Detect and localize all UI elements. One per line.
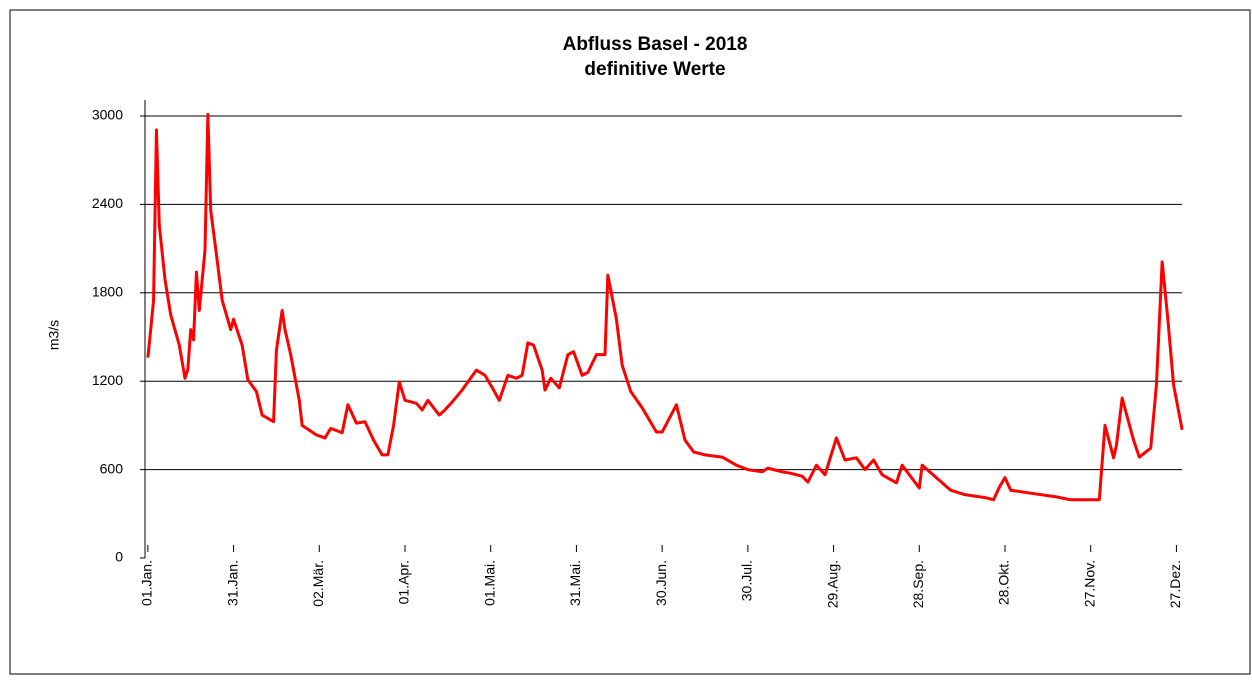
chart-subtitle: definitive Werte [584, 59, 725, 80]
x-tick-label: 31.Mai. [567, 560, 583, 606]
x-tick-label: 30.Jun. [653, 560, 669, 606]
data-line [146, 113, 1184, 502]
x-tick-label: 27.Dez. [1167, 560, 1183, 608]
x-tick-label: 30.Jul. [739, 560, 755, 601]
x-tick-label: 28.Sep. [910, 560, 926, 608]
y-tick-label: 1200 [92, 372, 123, 388]
x-tick-label: 29.Aug. [824, 560, 840, 608]
x-tick-label: 28.Okt. [996, 560, 1012, 605]
chart-frame [9, 9, 1251, 675]
y-tick-label: 3000 [92, 107, 123, 123]
y-tick-label: 1800 [92, 284, 123, 300]
x-tick-label: 02.Mär. [310, 560, 326, 607]
y-tick-label: 600 [100, 460, 124, 476]
x-tick-label: 01.Jan. [139, 560, 155, 606]
y-axis-label: m3/s [46, 320, 62, 350]
chart-title: Abfluss Basel - 2018 [563, 34, 748, 55]
x-tick-label: 01.Mai. [481, 560, 497, 606]
y-tick-label: 2400 [92, 195, 123, 211]
x-tick-label: 27.Nov. [1081, 560, 1097, 607]
x-tick-label: 31.Jan. [224, 560, 240, 606]
y-tick-label: 0 [115, 549, 123, 565]
x-tick-label: 01.Apr. [396, 560, 412, 604]
